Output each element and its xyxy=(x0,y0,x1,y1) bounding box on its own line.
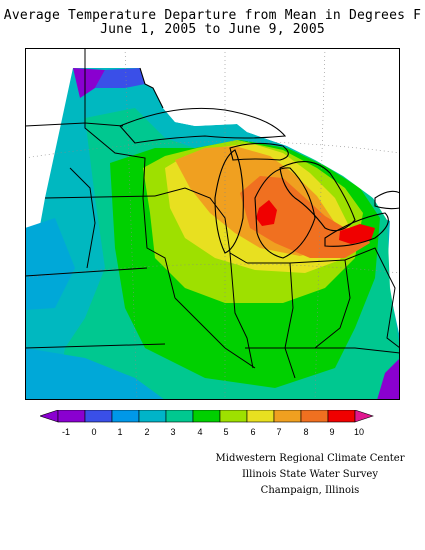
credit-agency: Illinois State Water Survey xyxy=(241,469,378,480)
legend-bin-4-5 xyxy=(192,409,221,423)
legend-bin-7-8 xyxy=(273,409,302,423)
legend-bin-5-6 xyxy=(219,409,248,423)
legend-bin-9-10 xyxy=(327,409,356,423)
legend-tick-label: 7 xyxy=(276,427,281,437)
field-northwest-purple xyxy=(73,68,105,98)
field-northwest-blue xyxy=(95,68,145,88)
legend-arrow-left xyxy=(39,409,59,423)
legend-bin-neg1-0 xyxy=(57,409,86,423)
great-lakes-outlines xyxy=(119,67,400,259)
field-band-west-cyan xyxy=(25,218,75,310)
legend-tick-label: 4 xyxy=(197,427,202,437)
legend-tick-label: 8 xyxy=(303,427,308,437)
legend-tick-label: 2 xyxy=(144,427,149,437)
map-date-range: June 1, 2005 to June 9, 2005 xyxy=(100,22,325,37)
legend-bin-8-9 xyxy=(300,409,329,423)
graticule xyxy=(25,48,400,400)
legend-tick-label: 5 xyxy=(223,427,228,437)
legend-tick-label: 10 xyxy=(354,427,364,437)
map-border xyxy=(25,48,400,400)
color-scale-legend: -1 0 1 2 3 4 5 6 7 8 9 10 xyxy=(39,409,385,440)
map-title: Average Temperature Departure from Mean … xyxy=(3,8,422,23)
legend-tick-label: 9 xyxy=(329,427,334,437)
legend-tick-label: 0 xyxy=(91,427,96,437)
credit-organization: Midwestern Regional Climate Center xyxy=(215,453,405,464)
field-southeast-purple xyxy=(377,358,400,400)
field-southwest-cyan xyxy=(25,348,165,400)
legend-tick-label: 3 xyxy=(170,427,175,437)
legend-tick-label: -1 xyxy=(62,427,70,437)
field-peak-erie xyxy=(339,224,375,244)
legend-bin-2-3 xyxy=(138,409,167,423)
credit-location: Champaign, Illinois xyxy=(260,485,360,496)
state-boundaries xyxy=(25,48,400,379)
legend-arrow-right xyxy=(354,409,374,423)
field-band-8-9 xyxy=(240,176,370,258)
legend-bin-1-2 xyxy=(111,409,140,423)
legend-bin-6-7 xyxy=(246,409,275,423)
field-peak-michigan xyxy=(256,200,277,226)
legend-bin-0-1 xyxy=(84,409,113,423)
no-data-region xyxy=(73,48,400,224)
legend-bin-3-4 xyxy=(165,409,194,423)
temperature-departure-map xyxy=(25,48,400,400)
legend-tick-label: 1 xyxy=(117,427,122,437)
no-data-west-patch xyxy=(25,48,73,88)
legend-tick-label: 6 xyxy=(250,427,255,437)
